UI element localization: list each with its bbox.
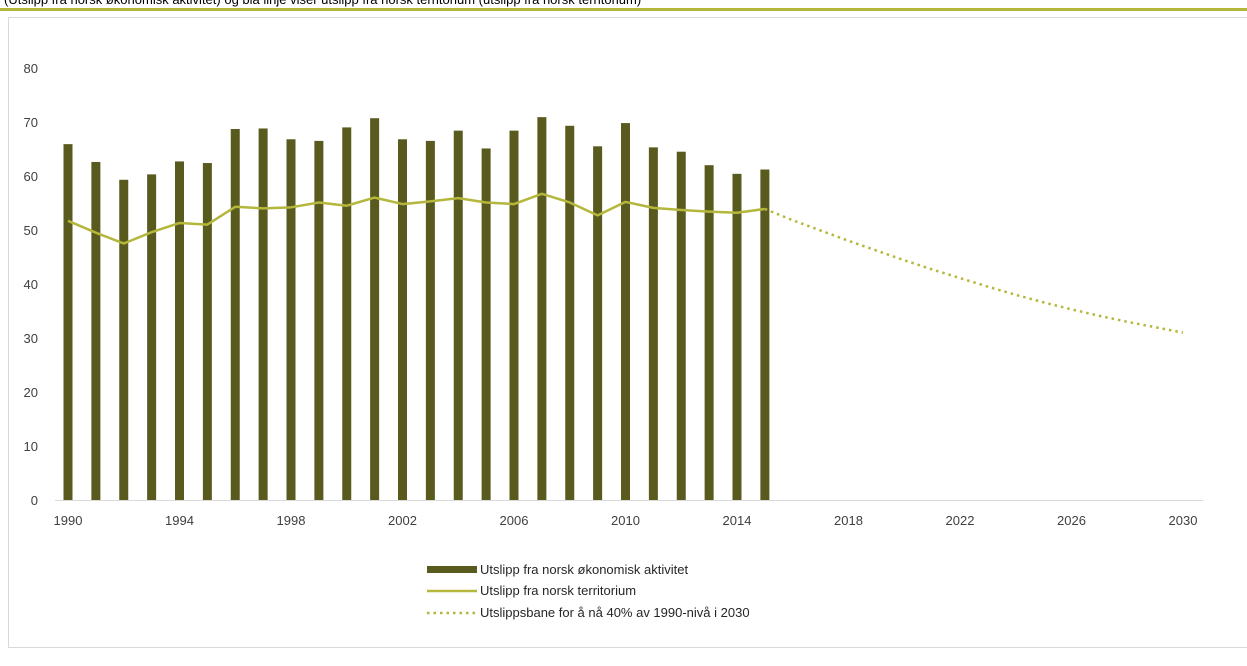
legend-item-path: Utslippsbane for å nå 40% av 1990-nivå i… bbox=[427, 605, 750, 620]
accent-divider bbox=[0, 8, 1247, 11]
bar bbox=[202, 163, 212, 501]
x-tick-label: 2030 bbox=[1169, 513, 1198, 528]
bar bbox=[370, 118, 380, 500]
bar bbox=[314, 140, 324, 500]
x-tick-label: 1994 bbox=[165, 513, 194, 528]
bar bbox=[621, 123, 630, 500]
bar bbox=[91, 161, 101, 500]
bar bbox=[175, 161, 184, 501]
y-tick-label: 30 bbox=[24, 331, 38, 346]
bar bbox=[648, 147, 658, 500]
legend-swatch-bars bbox=[427, 566, 477, 573]
bar bbox=[147, 174, 157, 500]
y-tick-label: 10 bbox=[24, 439, 38, 454]
bar bbox=[230, 129, 240, 500]
x-tick-label: 1990 bbox=[54, 513, 83, 528]
territory-emissions-line bbox=[67, 192, 766, 245]
x-tick-label: 2002 bbox=[388, 513, 417, 528]
y-tick-label: 80 bbox=[24, 61, 38, 76]
y-tick-label: 70 bbox=[24, 115, 38, 130]
bar bbox=[509, 130, 519, 500]
bar bbox=[565, 125, 575, 500]
bar bbox=[119, 179, 129, 500]
bar bbox=[258, 128, 268, 501]
bar bbox=[732, 173, 742, 500]
x-tick-label: 2014 bbox=[723, 513, 752, 528]
y-tick-label: 20 bbox=[24, 385, 38, 400]
x-tick-label: 2022 bbox=[946, 513, 975, 528]
line-series bbox=[67, 192, 1184, 334]
bar bbox=[593, 146, 603, 501]
legend-label-dotted: Utslippsbane for å nå 40% av 1990-nivå i… bbox=[480, 605, 750, 620]
y-tick-label: 50 bbox=[24, 223, 38, 238]
x-tick-label: 2006 bbox=[500, 513, 529, 528]
legend-item-line: Utslipp fra norsk territorium bbox=[427, 583, 636, 598]
partial-caption-text: (Utslipp fra norsk økonomisk aktivitet) … bbox=[4, 0, 1244, 8]
bar bbox=[453, 130, 463, 500]
bar bbox=[704, 165, 714, 500]
bar bbox=[676, 151, 686, 500]
bar bbox=[286, 139, 296, 500]
bar bbox=[425, 140, 435, 500]
legend: Utslipp fra norsk økonomisk aktivitet Ut… bbox=[427, 562, 750, 620]
y-axis-ticks: 0 10 20 30 40 50 60 70 80 bbox=[24, 61, 38, 508]
bar bbox=[481, 148, 491, 500]
x-tick-label: 2026 bbox=[1057, 513, 1086, 528]
chart-frame bbox=[8, 17, 1247, 648]
y-tick-label: 0 bbox=[31, 493, 38, 508]
bar bbox=[63, 144, 73, 500]
x-tick-label: 2010 bbox=[611, 513, 640, 528]
y-tick-label: 60 bbox=[24, 169, 38, 184]
y-tick-label: 40 bbox=[24, 277, 38, 292]
legend-label-bars: Utslipp fra norsk økonomisk aktivitet bbox=[480, 562, 688, 577]
target-path-dotted-line bbox=[764, 207, 1184, 334]
bar bbox=[537, 117, 547, 500]
bar bbox=[760, 169, 770, 500]
x-tick-label: 2018 bbox=[834, 513, 863, 528]
x-axis-ticks: 1990 1994 1998 2002 2006 2010 2014 2018 2022 2026… bbox=[54, 513, 1198, 528]
legend-item-bars: Utslipp fra norsk økonomisk aktivitet bbox=[427, 562, 688, 577]
bar bbox=[398, 139, 407, 500]
legend-label-line: Utslipp fra norsk territorium bbox=[480, 583, 636, 598]
bar bbox=[342, 127, 352, 501]
bar-series bbox=[63, 117, 770, 501]
x-tick-label: 1998 bbox=[277, 513, 306, 528]
